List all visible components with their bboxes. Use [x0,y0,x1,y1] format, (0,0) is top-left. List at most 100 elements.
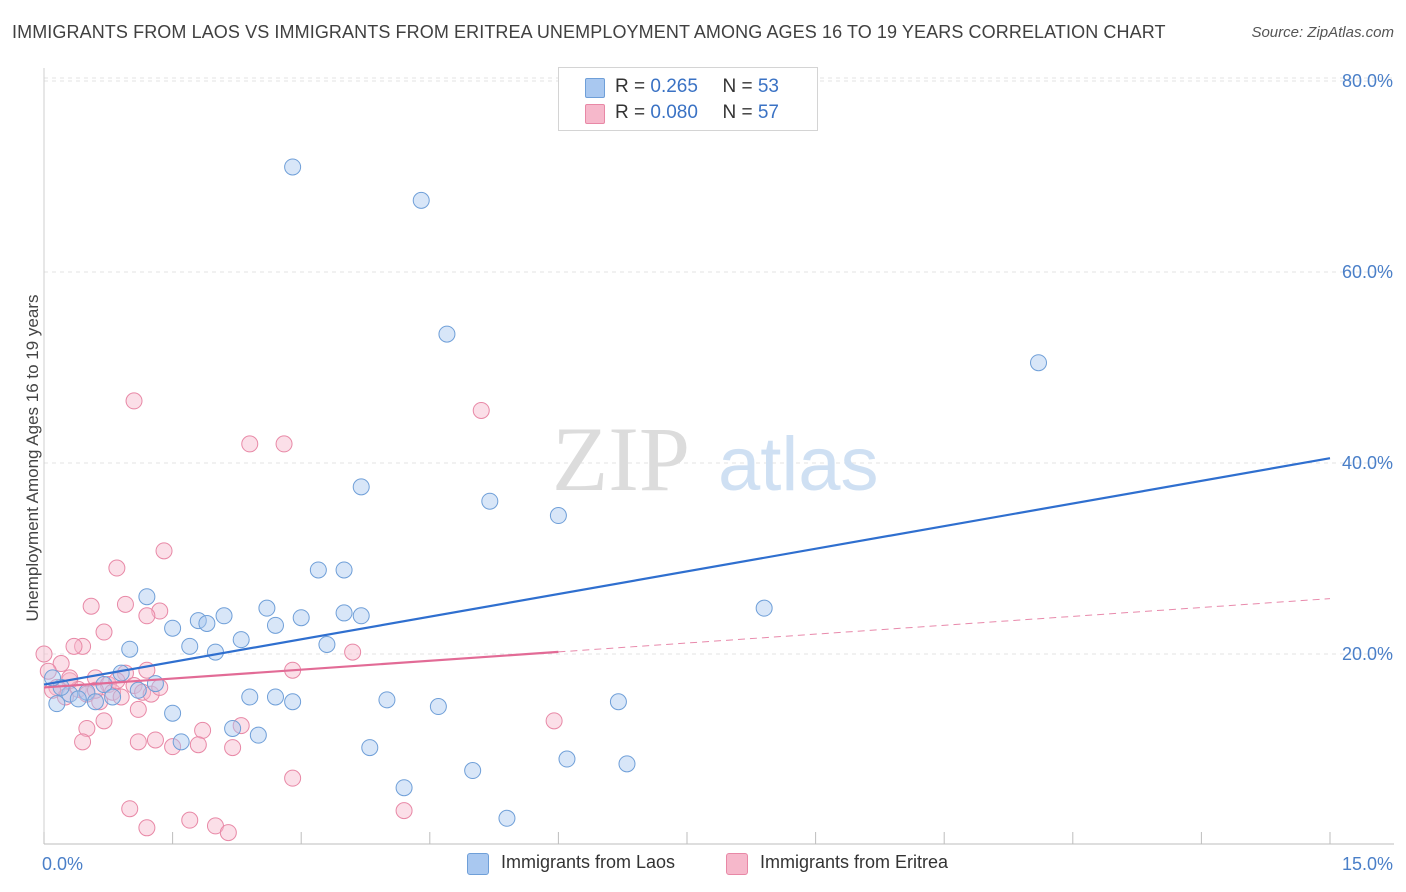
eritrea-swatch [585,104,605,124]
laos-point [378,691,396,709]
source-label: Source: ZipAtlas.com [1251,24,1394,41]
laos-point [69,690,87,708]
eritrea-point [194,721,212,739]
eritrea-point [164,738,182,756]
laos-point [172,733,190,751]
eritrea-point [91,693,109,711]
y-axis-label: Unemployment Among Ages 16 to 19 years [23,295,42,622]
n-value-laos: 53 [757,76,779,97]
laos-point [104,688,122,706]
laos-points [44,158,1048,827]
eritrea-point [219,824,237,842]
laos-point [395,779,413,797]
eritrea-point [545,712,563,730]
eritrea-trend-line-extension [558,598,1331,653]
laos-point [258,599,276,617]
eritrea-point [74,733,92,751]
laos-point [549,507,567,525]
laos-point [335,604,353,622]
eritrea-point [395,802,413,820]
eritrea-point [129,733,147,751]
x-tick-label-min: 0.0% [42,854,83,874]
eritrea-point [189,736,207,754]
laos-point [206,643,224,661]
r-label: R = [615,76,651,97]
chart-title: IMMIGRANTS FROM LAOS VS IMMIGRANTS FROM … [12,22,1166,42]
laos-point [609,693,627,711]
eritrea-point [74,637,92,655]
laos-point [318,635,336,653]
laos-point [241,688,259,706]
laos-trend-line [43,457,1331,686]
eritrea-point [284,769,302,787]
laos-point [121,640,139,658]
laos-point [558,750,576,768]
laos-point [86,693,104,711]
eritrea-point [151,602,169,620]
laos-point [292,609,310,627]
laos-point [335,561,353,579]
grid-lines [44,77,1394,655]
r-value-eritrea: 0.080 [650,102,698,123]
laos-point [164,704,182,722]
laos-point [232,631,250,649]
laos-point [284,693,302,711]
y-tick-label: 60.0% [1342,262,1393,282]
n-label: N = [722,76,758,97]
axes [43,68,1394,845]
trend-lines [43,457,1331,689]
watermark-atlas: atlas [718,422,879,507]
eritrea-point [129,700,147,718]
eritrea-point [241,435,259,453]
laos-point [352,607,370,625]
eritrea-point [134,683,152,701]
eritrea-point [146,731,164,749]
eritrea-point [78,719,96,737]
laos-point [112,664,130,682]
n-label: N = [722,102,758,123]
eritrea-point [95,712,113,730]
laos-point [309,561,327,579]
laos-point [1030,354,1048,372]
x-tick-labels: 0.0% 15.0% [42,854,1393,874]
eritrea-point [121,800,139,818]
eritrea-point [275,435,293,453]
laos-point [498,809,516,827]
laos-point [412,191,430,209]
eritrea-point [181,811,199,829]
n-value-eritrea: 57 [757,102,779,123]
watermark: ZIP atlas [552,408,879,510]
y-tick-label: 80.0% [1342,71,1393,91]
laos-point [464,762,482,780]
eritrea-legend-swatch [726,853,748,875]
y-tick-label: 20.0% [1342,644,1393,664]
laos-point [198,614,216,632]
eritrea-point [344,643,362,661]
r-label: R = [615,102,651,123]
laos-point [249,726,267,744]
eritrea-trend-line [43,650,559,689]
laos-point [181,637,199,655]
y-tick-label: 40.0% [1342,453,1393,473]
r-value-laos: 0.265 [650,76,698,97]
laos-point [48,695,66,713]
laos-point [755,599,773,617]
laos-legend-swatch [467,853,489,875]
laos-point [224,719,242,737]
laos-point [266,616,284,634]
laos-point [618,755,636,773]
laos-point [215,607,233,625]
eritrea-point [155,542,173,560]
eritrea-point [224,739,242,757]
eritrea-point [108,559,126,577]
laos-point [438,325,456,343]
x-tick-label-max: 15.0% [1342,854,1393,874]
laos-point [164,619,182,637]
laos-point [129,681,147,699]
eritrea-point [138,819,156,837]
eritrea-point [95,623,113,641]
eritrea-point [82,597,100,615]
series-legend: Immigrants from Laos Immigrants from Eri… [0,852,1406,878]
eritrea-point [472,401,490,419]
